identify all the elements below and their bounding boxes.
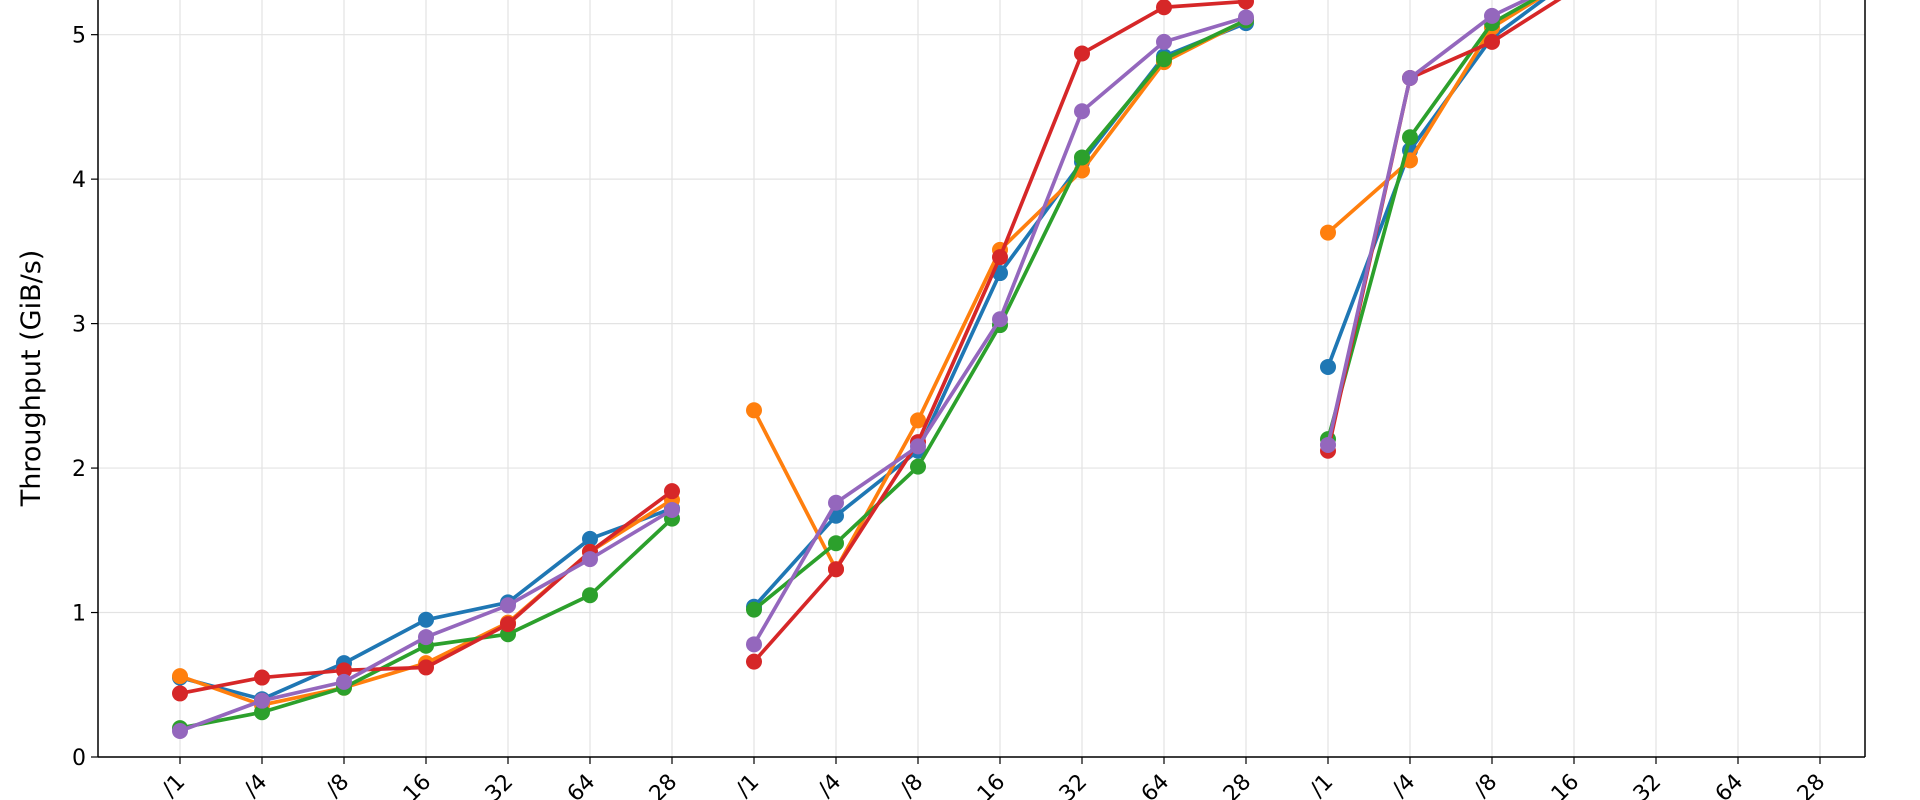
data-point (1402, 129, 1418, 146)
x-tick-label: /1 (731, 770, 764, 800)
x-tick-label: 64 (563, 770, 600, 800)
data-point (254, 692, 270, 709)
y-tick-label: 5 (72, 24, 86, 49)
data-point (172, 722, 188, 739)
data-point (418, 659, 434, 676)
data-point (1402, 70, 1418, 87)
data-point (1074, 45, 1090, 62)
data-point (1156, 51, 1172, 68)
data-point (746, 653, 762, 670)
data-point (336, 662, 352, 679)
plot (172, 0, 1562, 739)
data-point (418, 629, 434, 646)
data-point (828, 494, 844, 511)
data-point (500, 616, 516, 633)
y-tick-label: 0 (72, 746, 86, 771)
data-point (1238, 9, 1254, 26)
data-point (910, 412, 926, 429)
grid (98, 0, 1865, 758)
series-line (1326, 0, 1537, 440)
data-point (664, 483, 680, 500)
data-point (828, 535, 844, 552)
data-point (910, 438, 926, 455)
data-point (254, 669, 270, 686)
data-point (910, 458, 926, 475)
data-point (500, 597, 516, 614)
data-point (828, 561, 844, 578)
data-point (992, 249, 1008, 266)
y-tick-label: 3 (72, 313, 86, 338)
x-tick-label: 16 (1547, 770, 1584, 800)
data-point (1156, 0, 1172, 16)
data-point (1484, 33, 1500, 50)
data-point (1484, 7, 1500, 24)
x-tick-label: /4 (1387, 770, 1420, 800)
y-tick-label: 4 (72, 168, 86, 193)
data-point (746, 601, 762, 618)
data-point (1320, 358, 1336, 375)
x-tick-label: /4 (813, 770, 846, 800)
data-point (582, 530, 598, 547)
series-line (1326, 0, 1530, 446)
x-tick-label: /8 (1469, 770, 1502, 800)
data-point (1320, 436, 1336, 453)
series-line (1326, 0, 1562, 452)
x-tick-label: 28 (645, 770, 682, 800)
data-point (254, 704, 270, 721)
x-tick-label: /1 (1305, 770, 1338, 800)
y-axis-label: Throughput (GiB/s) (16, 250, 47, 508)
data-point (172, 685, 188, 702)
series-line (1326, 0, 1541, 234)
x-tick-label: /4 (239, 770, 272, 800)
x-tick-label: 16 (399, 770, 436, 800)
x-tick-label: 28 (1793, 770, 1830, 800)
data-point (1074, 103, 1090, 120)
data-point (664, 501, 680, 518)
x-tick-label: /1 (157, 770, 190, 800)
x-tick-label: 32 (1055, 770, 1092, 800)
x-tick-label: 28 (1219, 770, 1256, 800)
data-point (336, 673, 352, 690)
data-point (582, 587, 598, 604)
data-point (1074, 149, 1090, 166)
x-tick-label: 64 (1137, 770, 1174, 800)
x-tick-label: /8 (321, 770, 354, 800)
data-point (418, 611, 434, 628)
x-tick-label: 64 (1711, 770, 1748, 800)
data-point (1156, 33, 1172, 50)
x-tick-label: 16 (973, 770, 1010, 800)
data-point (582, 551, 598, 568)
y-tick-label: 1 (72, 602, 86, 627)
data-point (992, 311, 1008, 328)
x-tick-label: /8 (895, 770, 928, 800)
data-point (172, 668, 188, 685)
data-point (1238, 0, 1254, 10)
data-point (746, 402, 762, 419)
series-line (1326, 0, 1546, 368)
data-point (1320, 224, 1336, 241)
data-point (746, 636, 762, 653)
x-tick-label: 32 (481, 770, 518, 800)
y-tick-label: 2 (72, 457, 86, 482)
x-tick-label: 32 (1629, 770, 1666, 800)
